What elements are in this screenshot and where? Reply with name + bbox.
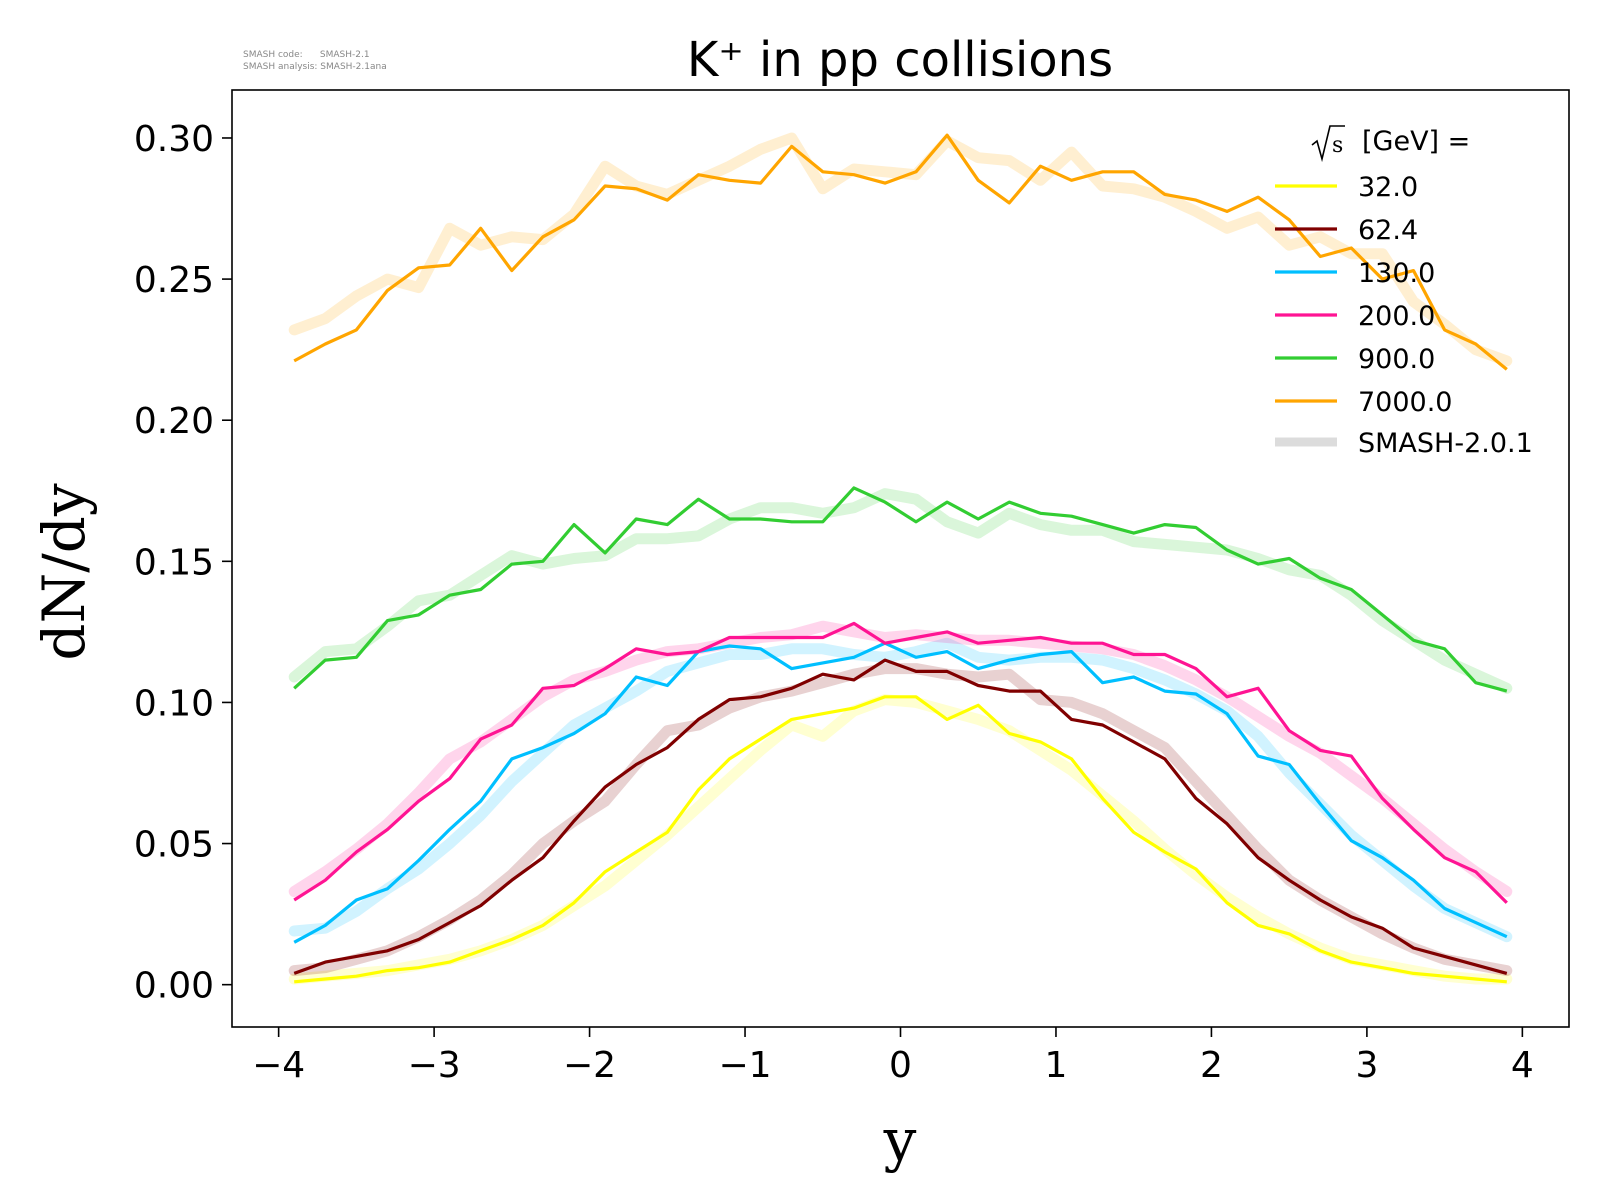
legend-label-4: 900.0 bbox=[1358, 344, 1435, 375]
y-tick-label-1: 0.05 bbox=[134, 825, 214, 866]
y-axis: 0.00 0.05 0.10 0.15 0.20 0.25 0.30 bbox=[134, 119, 232, 1007]
x-axis-label: y bbox=[883, 1106, 917, 1174]
legend-title-sqrt: s bbox=[1332, 133, 1343, 158]
series-line-5 bbox=[293, 133, 1508, 371]
y-tick-label-2: 0.10 bbox=[134, 683, 214, 724]
x-tick-label-0: −4 bbox=[252, 1045, 305, 1086]
series-lines bbox=[293, 133, 1508, 984]
legend-title-rest: [GeV] = bbox=[1362, 126, 1470, 157]
y-axis-label: dN/dy bbox=[30, 483, 98, 661]
x-tick-label-8: 4 bbox=[1511, 1045, 1534, 1086]
meta-analysis-line: SMASH analysis: SMASH-2.1ana bbox=[243, 62, 387, 72]
legend: s [GeV] = 32.062.4130.0200.0900.07000.0 … bbox=[1275, 125, 1533, 459]
x-tick-label-7: 3 bbox=[1355, 1045, 1378, 1086]
y-tick-label-6: 0.30 bbox=[134, 119, 214, 160]
x-tick-label-4: 0 bbox=[889, 1045, 912, 1086]
y-tick-label-0: 0.00 bbox=[134, 966, 214, 1007]
x-axis: −4 −3 −2 −1 0 1 2 3 4 bbox=[252, 1027, 1534, 1086]
y-tick-label-3: 0.15 bbox=[134, 542, 214, 583]
x-tick-label-5: 1 bbox=[1045, 1045, 1068, 1086]
chart-title: K⁺ in pp collisions bbox=[687, 32, 1113, 88]
series-line-1 bbox=[293, 658, 1508, 975]
series-line-2 bbox=[293, 641, 1508, 944]
legend-title: s [GeV] = bbox=[1311, 125, 1470, 163]
x-tick-label-3: −1 bbox=[718, 1045, 771, 1086]
legend-label-0: 32.0 bbox=[1358, 172, 1418, 203]
series-line-0 bbox=[294, 695, 1507, 984]
legend-items: 32.0 62.4 130.0 200.0 900.0 7000.0 bbox=[1275, 172, 1452, 418]
legend-label-3: 200.0 bbox=[1358, 301, 1435, 332]
reference-series-5 bbox=[288, 132, 1513, 367]
legend-label-reference: SMASH-2.0.1 bbox=[1358, 428, 1533, 459]
meta-code-line: SMASH code: SMASH-2.1 bbox=[243, 50, 370, 60]
series-line-3 bbox=[293, 621, 1508, 904]
reference-series-4 bbox=[288, 488, 1513, 694]
x-tick-label-2: −2 bbox=[563, 1045, 616, 1086]
y-tick-label-4: 0.20 bbox=[134, 401, 214, 442]
legend-label-5: 7000.0 bbox=[1358, 387, 1452, 418]
y-tick-label-5: 0.25 bbox=[134, 260, 214, 301]
reference-series-2 bbox=[288, 637, 1513, 943]
plot-frame bbox=[231, 89, 1570, 1028]
legend-label-1: 62.4 bbox=[1358, 215, 1418, 246]
legend-label-2: 130.0 bbox=[1358, 258, 1435, 289]
sqrt-symbol-icon bbox=[1311, 125, 1345, 163]
x-tick-label-1: −3 bbox=[408, 1045, 461, 1086]
series-line-4 bbox=[293, 486, 1508, 693]
x-tick-label-6: 2 bbox=[1200, 1045, 1223, 1086]
